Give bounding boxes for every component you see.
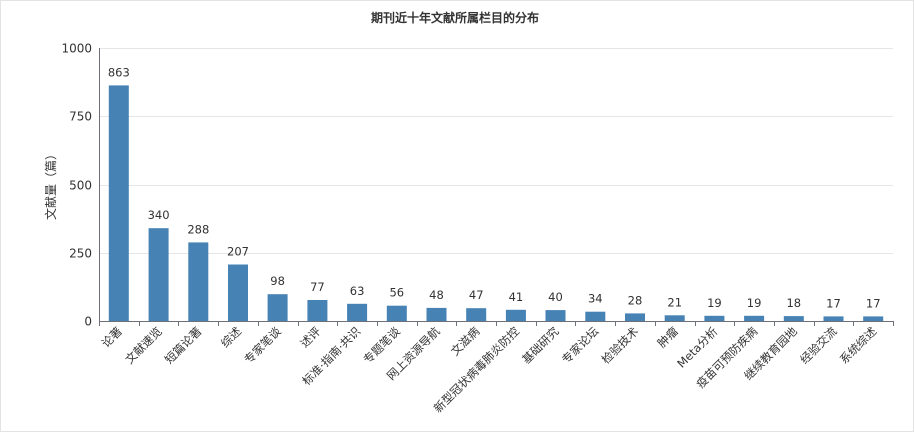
- bar[interactable]: [466, 308, 487, 321]
- data-label: 19: [707, 296, 722, 310]
- data-label: 17: [826, 296, 841, 310]
- bar[interactable]: [704, 315, 725, 321]
- data-label: 41: [509, 290, 524, 304]
- x-tick-label: 专家论坛: [559, 324, 602, 367]
- data-label: 40: [548, 290, 563, 304]
- y-tick-label: 750: [69, 110, 92, 124]
- bar[interactable]: [426, 307, 447, 321]
- x-tick-label: 基础研究: [519, 324, 562, 367]
- x-tick-label: 专家笔谈: [241, 324, 284, 367]
- x-tick-label: 文献速览: [122, 324, 164, 366]
- y-tick-label: 250: [69, 247, 92, 261]
- grid-lines: [99, 48, 893, 254]
- x-tick-label: 综述: [218, 324, 245, 351]
- data-label: 98: [270, 274, 285, 288]
- bar[interactable]: [664, 315, 685, 321]
- data-label: 288: [187, 222, 209, 236]
- bar[interactable]: [545, 310, 566, 321]
- bar[interactable]: [347, 303, 368, 321]
- data-label: 17: [866, 296, 881, 310]
- bars: [108, 85, 884, 322]
- data-label: 48: [429, 288, 444, 302]
- bar[interactable]: [744, 315, 765, 321]
- y-axis-label: 文献量（篇）: [43, 148, 58, 220]
- data-label: 28: [628, 293, 643, 307]
- data-label: 47: [469, 288, 484, 302]
- x-tick-label: 系统综述: [837, 324, 880, 367]
- y-tick-labels: 0 250 500 750 1000: [61, 42, 92, 329]
- x-tick-label: 论著: [99, 324, 125, 350]
- bar[interactable]: [267, 294, 288, 321]
- chart-title: 期刊近十年文献所属栏目的分布: [371, 10, 539, 25]
- data-label: 77: [310, 280, 325, 294]
- data-label: 18: [786, 296, 801, 310]
- bar[interactable]: [625, 313, 645, 321]
- bar[interactable]: [188, 242, 209, 321]
- data-label: 21: [667, 295, 682, 309]
- bar[interactable]: [108, 85, 129, 322]
- bar[interactable]: [585, 311, 606, 321]
- x-tick-label: 文滋病: [448, 324, 483, 359]
- x-tick-label: 短篇论著: [162, 324, 204, 366]
- data-label: 34: [588, 292, 603, 306]
- bar[interactable]: [863, 316, 884, 321]
- bar[interactable]: [307, 300, 328, 321]
- bar[interactable]: [823, 316, 844, 321]
- data-label: 63: [350, 284, 365, 298]
- y-tick-label: 0: [84, 315, 92, 329]
- bar[interactable]: [148, 228, 169, 321]
- x-tick-label: 经验交流: [797, 324, 840, 367]
- data-label: 207: [227, 245, 249, 259]
- y-tick-label: 1000: [61, 42, 92, 56]
- data-label: 340: [148, 208, 170, 222]
- bar[interactable]: [783, 316, 804, 321]
- data-label: 863: [108, 65, 130, 79]
- bar[interactable]: [386, 305, 407, 321]
- y-tick-label: 500: [69, 179, 92, 193]
- x-tick-label: 检验技术: [599, 324, 642, 367]
- data-labels: 863 340 288 207 98 77 63 56 48 47 41 40 34 28 21 19 19 18…: [108, 65, 881, 310]
- data-label: 19: [747, 296, 762, 310]
- data-label: 56: [389, 286, 404, 300]
- axes: [99, 48, 894, 326]
- x-tick-label: 肿瘤: [655, 324, 682, 351]
- bar[interactable]: [228, 264, 248, 322]
- bar[interactable]: [505, 309, 526, 321]
- x-tick-label: 述评: [297, 324, 324, 351]
